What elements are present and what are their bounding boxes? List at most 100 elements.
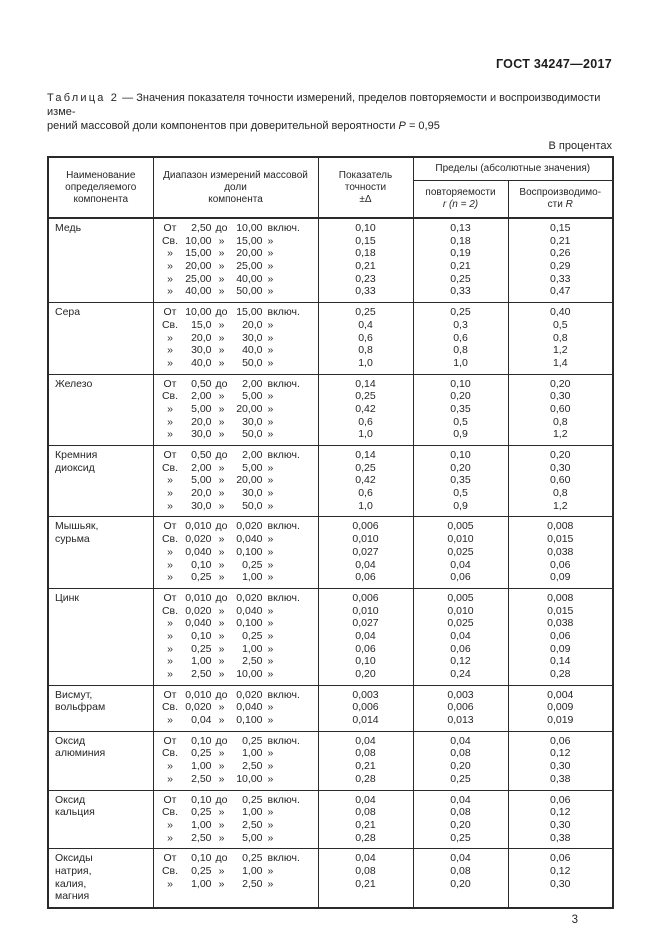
value: 0,6 [358,487,373,500]
range-part: до [215,734,228,747]
caption-line-1: Таблица 2 — Значения показателя точности… [47,91,612,119]
value: 0,25 [450,306,471,319]
repeatability-cell: 0,005 0,010 0,025 0,04 0,06 [412,516,509,589]
range-part: » [167,714,173,727]
range-part: » [167,831,173,844]
range-part: » [267,272,274,285]
range-part: до [215,688,228,701]
range-part: » [267,461,274,474]
value: 0,019 [547,714,574,727]
range-part: » [218,604,225,617]
range-part: » [218,617,225,630]
range-part: до [215,852,228,865]
value: 0,06 [550,793,571,806]
value: 0,20 [450,760,471,773]
range-part: 0,10 [191,629,212,642]
range-part: » [267,701,274,714]
range-part: 1,00 [242,806,263,819]
range-part: От [163,793,177,806]
range-line: Св. 2,00 » 5,00 » [160,390,318,403]
range-part: » [267,474,274,487]
range-part: 20,0 [191,331,212,344]
range-part: 1,00 [191,877,212,890]
range-part: » [267,487,274,500]
repeatability-symbol: r (n = 2) [442,199,479,210]
reproducibility-cell: 0,008 0,015 0,038 0,06 0,09 0,14 0,28 [507,587,614,686]
range-line: От 0,50 до 2,00 включ. [160,449,318,462]
range-part: » [167,818,173,831]
repeatability-cell: 0,13 0,18 0,19 0,21 0,25 0,33 [412,217,509,304]
range-line: » 2,50 » 5,00 » [160,832,318,845]
range-part: » [167,877,173,890]
table-row: Сера От 10,00 до 15,00 включ. Св. 15,0» 20,0»» 20… [47,302,614,375]
range-part: » [267,402,274,415]
range-part: » [267,545,274,558]
range-part: » [218,806,225,819]
range-part: » [218,571,225,584]
value: 0,04 [355,734,376,747]
range-part: 40,00 [185,285,212,298]
accuracy-cell: 0,006 0,010 0,027 0,04 0,06 [317,516,414,589]
range-part: » [267,877,274,890]
range-line: » 1,00 » 2,50 » [160,819,318,832]
component-name-cell: Цинк [47,587,154,686]
component-name: калия, [55,877,87,890]
component-name: магния [55,890,90,903]
repeatability-cell: 0,003 0,006 0,013 [412,684,509,732]
value: 1,0 [358,356,373,369]
range-line: От 10,00 до 15,00 включ. [160,306,318,319]
range-part: » [267,747,274,760]
range-part: 20,00 [236,247,263,260]
value: 0,38 [550,772,571,785]
range-part: » [218,272,225,285]
value: 0,18 [355,247,376,260]
range-line: » 20,0 » 30,0 » [160,332,318,345]
range-part: 0,020 [185,604,212,617]
range-line: Св. 0,25 » 1,00 » [160,865,318,878]
range-line: От 2,50 до 10,00 включ. [160,222,318,235]
value: 0,005 [447,520,474,533]
range-part: » [218,701,225,714]
range-part: 0,10 [191,852,212,865]
component-name-cell: Висмут, вольфрам [47,684,154,732]
range-part: 50,00 [236,285,263,298]
range-line: От 0,010 до 0,020 включ. [160,592,318,605]
value: 0,20 [550,377,571,390]
component-name: Оксид [55,734,86,747]
value: 0,009 [547,701,574,714]
range-part: » [167,760,173,773]
component-name: Медь [55,222,82,234]
value: 0,25 [450,772,471,785]
value: 0,04 [355,852,376,865]
accuracy-cell: 0,14 0,25 0,42 0,6 1,0 [317,444,414,518]
range-part: до [215,222,228,234]
range-cell: От 0,50 до 2,00 включ. Св. 2,00» 5,00»» 5,00» 20,… [152,444,319,518]
table-row: Кремния диоксид От 0,50 до 2,00 включ. Св. 2,00»… [47,444,614,518]
value: 1,4 [552,356,568,369]
value: 0,18 [450,234,471,247]
range-part: 0,020 [236,591,263,604]
range-line: » 30,0 » 50,0 » [160,428,318,441]
range-line: » 15,00 » 20,00 » [160,247,318,260]
value: 0,06 [450,571,471,584]
value: 0,06 [355,571,376,584]
range-part: 5,00 [242,461,263,474]
range-part: » [167,571,173,584]
component-name: натрия, [55,864,92,877]
value: 0,006 [352,591,379,604]
range-part: 5,00 [191,402,212,415]
range-part: Св. [161,390,179,403]
range-part: 0,040 [185,617,212,630]
range-part: 0,25 [191,806,212,819]
range-part: 0,040 [236,533,263,546]
range-part: » [167,344,173,357]
range-part: » [267,617,274,630]
range-part: 10,00 [236,772,263,785]
range-part: » [267,260,274,273]
value: 0,30 [550,818,571,831]
reproducibility-cell: 0,20 0,30 0,60 0,8 1,2 [507,373,614,447]
range-part: 0,020 [236,520,263,533]
table-row: Медь От 2,50 до 10,00 включ. Св. 10,00» 15,00»» 1… [47,217,614,304]
value: 0,008 [547,591,574,604]
range-part: до [215,306,228,319]
